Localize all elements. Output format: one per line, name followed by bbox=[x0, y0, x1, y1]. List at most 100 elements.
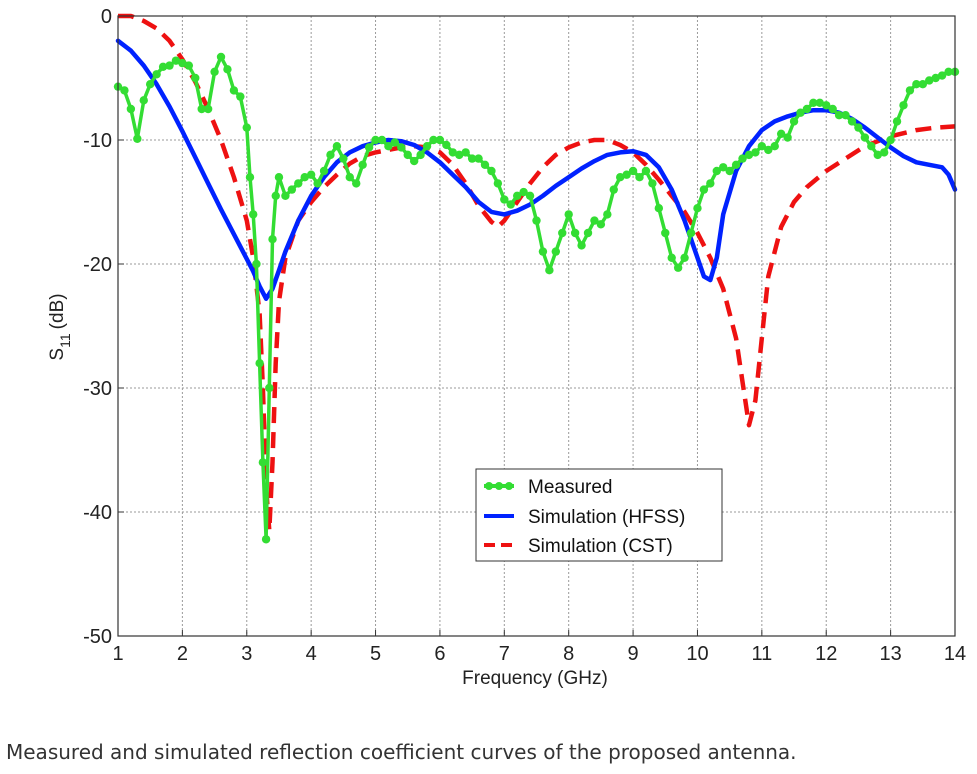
data-point-measured bbox=[609, 185, 618, 194]
data-point-measured bbox=[738, 154, 747, 163]
data-point-measured bbox=[879, 148, 889, 157]
data-point-measured bbox=[635, 173, 644, 182]
data-point-measured bbox=[570, 228, 580, 238]
data-point-measured bbox=[271, 191, 280, 200]
data-point-measured bbox=[287, 185, 297, 194]
data-point-measured bbox=[680, 253, 689, 262]
data-point-measured bbox=[725, 166, 734, 176]
x-tick-label: 10 bbox=[686, 643, 708, 665]
data-point-measured bbox=[596, 220, 606, 229]
data-point-measured bbox=[319, 166, 329, 176]
data-point-measured bbox=[422, 142, 432, 151]
data-point-measured bbox=[313, 179, 322, 188]
data-point-measured bbox=[461, 148, 470, 157]
data-point-measured bbox=[525, 191, 535, 200]
y-tick-label: -40 bbox=[83, 502, 112, 524]
data-point-measured bbox=[712, 166, 721, 176]
x-tick-label: 13 bbox=[879, 643, 901, 665]
data-point-measured bbox=[416, 150, 425, 160]
data-point-measured bbox=[223, 65, 232, 74]
data-point-measured bbox=[628, 166, 638, 176]
x-tick-label: 11 bbox=[751, 643, 772, 665]
data-point-measured bbox=[802, 104, 812, 114]
data-point-measured bbox=[274, 173, 284, 182]
data-point-measured bbox=[390, 138, 400, 147]
data-point-measured bbox=[616, 173, 625, 182]
data-point-measured bbox=[744, 150, 754, 160]
data-point-measured bbox=[564, 210, 573, 219]
data-point-measured bbox=[641, 166, 651, 176]
data-point-measured bbox=[506, 200, 515, 209]
data-point-measured bbox=[268, 235, 277, 244]
data-point-measured bbox=[364, 143, 374, 152]
legend-entry-measured: Measured bbox=[484, 477, 613, 498]
data-point-measured bbox=[265, 383, 274, 393]
data-point-measured bbox=[236, 92, 245, 101]
x-tick-label: 14 bbox=[944, 643, 966, 665]
data-point-measured bbox=[429, 135, 438, 145]
data-point-measured bbox=[590, 216, 599, 225]
legend-label-hfss: Simulation (HFSS) bbox=[528, 507, 685, 528]
data-point-measured bbox=[770, 142, 779, 151]
data-point-measured bbox=[474, 154, 483, 163]
data-point-measured bbox=[435, 135, 445, 145]
data-point-measured bbox=[467, 154, 477, 163]
data-point-measured bbox=[519, 187, 528, 197]
data-point-measured bbox=[409, 156, 419, 166]
data-point-measured bbox=[860, 133, 870, 142]
x-tick-label: 9 bbox=[628, 643, 639, 665]
data-point-measured bbox=[912, 80, 921, 89]
data-point-measured bbox=[937, 71, 947, 80]
data-point-measured bbox=[493, 179, 503, 188]
data-point-measured bbox=[834, 111, 844, 120]
x-tick-label: 7 bbox=[499, 643, 510, 665]
data-point-measured bbox=[886, 135, 895, 145]
data-point-measured bbox=[255, 359, 264, 368]
data-point-measured bbox=[197, 104, 206, 114]
data-point-measured bbox=[171, 56, 181, 65]
data-point-measured bbox=[809, 98, 818, 108]
data-point-measured bbox=[191, 73, 200, 83]
data-point-measured bbox=[281, 191, 290, 200]
y-axis-label-subscript: 11 bbox=[57, 333, 73, 348]
data-point-measured bbox=[661, 228, 670, 238]
data-point-measured bbox=[332, 142, 342, 151]
data-point-measured bbox=[545, 266, 554, 275]
x-tick-label: 2 bbox=[177, 643, 188, 665]
x-tick-label: 12 bbox=[815, 643, 837, 665]
data-point-measured bbox=[306, 170, 316, 179]
legend-entry-hfss: Simulation (HFSS) bbox=[484, 507, 685, 528]
legend-label-cst: Simulation (CST) bbox=[528, 536, 673, 557]
data-point-measured bbox=[120, 86, 129, 95]
data-point-measured bbox=[245, 173, 255, 182]
data-point-measured bbox=[455, 150, 464, 160]
data-point-measured bbox=[229, 86, 239, 95]
data-point-measured bbox=[139, 96, 148, 105]
data-point-measured bbox=[686, 228, 696, 238]
data-point-measured bbox=[480, 160, 490, 169]
data-point-measured bbox=[558, 228, 567, 238]
data-point-measured bbox=[538, 247, 548, 256]
data-point-measured bbox=[648, 179, 657, 188]
legend-marker-measured bbox=[495, 482, 503, 490]
data-point-measured bbox=[944, 67, 953, 77]
data-point-measured bbox=[133, 134, 142, 143]
data-point-measured bbox=[258, 458, 268, 467]
data-point-measured bbox=[892, 117, 902, 126]
data-point-measured bbox=[789, 117, 799, 126]
data-point-measured bbox=[731, 160, 741, 169]
legend-entry-cst: Simulation (CST) bbox=[484, 536, 673, 557]
y-tick-label: -30 bbox=[83, 378, 112, 400]
data-point-measured bbox=[873, 150, 882, 160]
data-point-measured bbox=[300, 173, 309, 182]
legend-box bbox=[475, 468, 723, 562]
data-point-measured bbox=[178, 58, 187, 68]
data-point-measured bbox=[294, 179, 303, 188]
data-point-measured bbox=[377, 135, 387, 145]
data-point-measured bbox=[126, 104, 136, 114]
chart: 1 2 3 4 5 6 7 8 9 10 11 12 13 140-10-20-30-40-50 Freq… bbox=[47, 6, 966, 689]
data-point-measured bbox=[764, 145, 773, 155]
y-tick-label: -50 bbox=[83, 626, 112, 648]
data-point-measured bbox=[693, 204, 702, 213]
figure-caption: Measured and simulated reflection coeffi… bbox=[6, 740, 797, 764]
